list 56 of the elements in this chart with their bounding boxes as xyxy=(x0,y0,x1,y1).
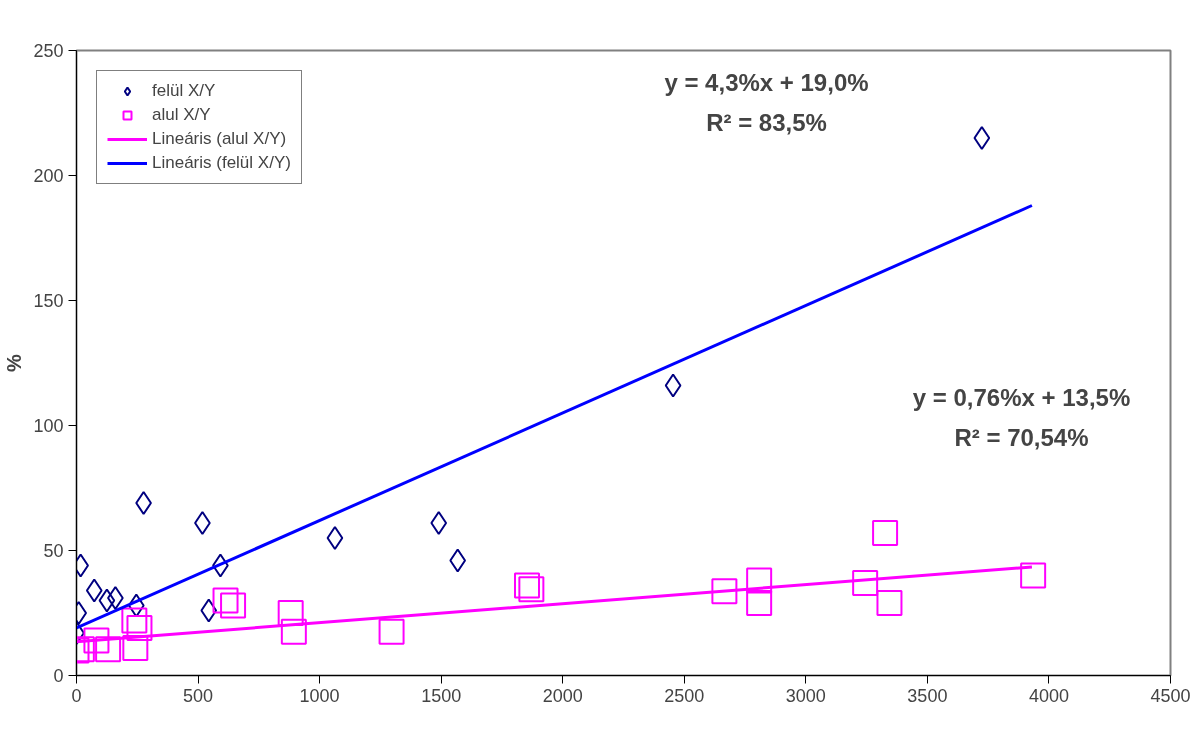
y-tick-label: 150 xyxy=(33,291,64,311)
x-tick-label: 3000 xyxy=(785,685,826,706)
annotation: y = 4,3%x + 19,0% xyxy=(664,68,869,96)
x-tick-label: 2500 xyxy=(664,685,705,706)
point xyxy=(1020,562,1047,589)
point xyxy=(430,511,448,535)
annotation: R² = 70,54% xyxy=(954,423,1089,451)
x-tick-label: 1000 xyxy=(299,685,340,706)
point xyxy=(98,588,116,613)
y-tick-label: 100 xyxy=(33,416,64,436)
y-tick-label: 0 xyxy=(53,666,64,686)
legend-label: felül X/Y xyxy=(152,81,216,101)
point xyxy=(194,511,211,535)
point xyxy=(127,593,145,618)
x-tick-label: 1500 xyxy=(421,685,462,706)
point xyxy=(212,587,239,614)
point xyxy=(326,526,344,550)
point xyxy=(513,572,540,599)
point xyxy=(107,586,124,610)
y-tick-label: 200 xyxy=(33,166,64,186)
legend-label: Lineáris (alul X/Y) xyxy=(152,129,287,149)
point xyxy=(852,570,879,596)
point xyxy=(122,635,149,661)
annotation: R² = 83,5% xyxy=(706,108,827,136)
point xyxy=(711,578,738,605)
point xyxy=(973,126,991,150)
legend-label: Lineáris (felül X/Y) xyxy=(152,153,291,173)
x-tick-label: 4500 xyxy=(1150,685,1191,706)
y-tick-label: 250 xyxy=(33,41,64,61)
y-axis-title: % xyxy=(3,353,26,372)
x-tick-label: 4000 xyxy=(1028,685,1069,706)
point xyxy=(872,520,899,546)
annotation: y = 0,76%x + 13,5% xyxy=(912,383,1131,411)
point xyxy=(280,618,307,645)
x-tick-label: 2000 xyxy=(542,685,583,706)
point xyxy=(95,636,122,663)
point xyxy=(277,600,304,626)
point xyxy=(746,567,773,594)
point xyxy=(220,592,247,619)
x-tick-label: 3500 xyxy=(907,685,948,706)
point xyxy=(378,618,405,645)
point xyxy=(126,615,153,641)
point xyxy=(83,627,110,654)
x-tick-label: 500 xyxy=(183,685,214,706)
legend-label: alul X/Y xyxy=(152,105,211,125)
point xyxy=(664,373,682,398)
y-tick-label: 50 xyxy=(43,541,64,561)
point xyxy=(85,578,103,603)
x-tick-label: 0 xyxy=(71,685,82,706)
point xyxy=(121,607,148,634)
point xyxy=(876,590,903,616)
point xyxy=(449,548,467,573)
point xyxy=(135,491,152,515)
point xyxy=(200,598,218,623)
point xyxy=(746,590,773,616)
point xyxy=(518,576,545,603)
